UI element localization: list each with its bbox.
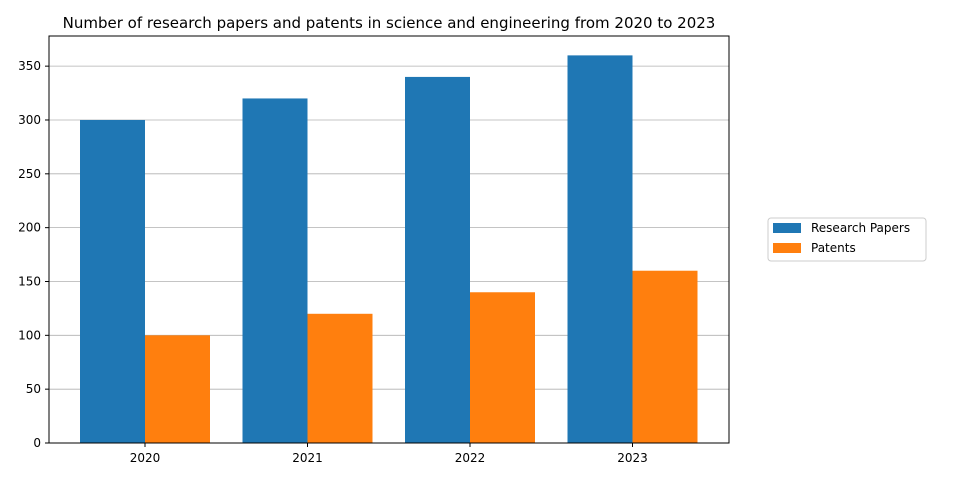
bar-research-papers-2023 <box>567 55 633 443</box>
x-tick-label: 2022 <box>455 451 486 465</box>
chart-title: Number of research papers and patents in… <box>63 14 716 32</box>
bar-research-papers-2021 <box>242 98 308 443</box>
legend-swatch-patents <box>773 243 801 253</box>
y-tick-label: 0 <box>33 436 41 450</box>
y-tick-label: 200 <box>18 221 41 235</box>
bar-patents-2021 <box>307 313 373 443</box>
y-axis: 0 50 100 150 200 250 300 350 <box>18 59 49 450</box>
bars <box>80 55 698 443</box>
bar-patents-2022 <box>470 292 535 443</box>
y-tick-label: 300 <box>18 113 41 127</box>
y-tick-label: 350 <box>18 59 41 73</box>
bar-patents-2023 <box>632 270 698 443</box>
y-tick-label: 50 <box>26 382 41 396</box>
y-tick-label: 150 <box>18 274 41 288</box>
x-tick-label: 2023 <box>617 451 648 465</box>
y-tick-label: 100 <box>18 328 41 342</box>
x-tick-label: 2020 <box>130 451 161 465</box>
legend-swatch-research-papers <box>773 223 801 233</box>
legend-label-research-papers: Research Papers <box>811 221 910 235</box>
legend-label-patents: Patents <box>811 241 856 255</box>
x-tick-label: 2021 <box>292 451 323 465</box>
plot-frame <box>48 35 730 444</box>
legend[interactable]: Research Papers Patents <box>767 217 927 262</box>
legend-box <box>767 217 927 262</box>
y-tick-label: 250 <box>18 167 41 181</box>
bar-patents-2020 <box>145 335 210 443</box>
x-axis: 2020 2021 2022 2023 <box>130 443 648 465</box>
bar-research-papers-2022 <box>405 76 470 443</box>
bar-research-papers-2020 <box>80 119 145 443</box>
